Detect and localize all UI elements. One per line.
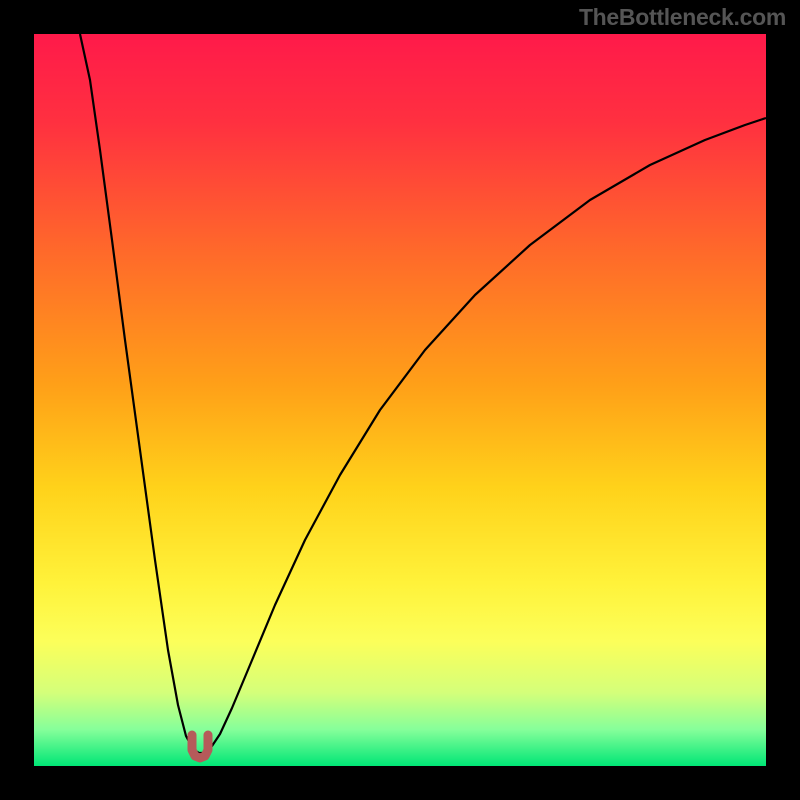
chart-container: TheBottleneck.com — [0, 0, 800, 800]
watermark-text: TheBottleneck.com — [579, 4, 786, 31]
bottleneck-chart — [0, 0, 800, 800]
gradient-background — [34, 34, 766, 766]
